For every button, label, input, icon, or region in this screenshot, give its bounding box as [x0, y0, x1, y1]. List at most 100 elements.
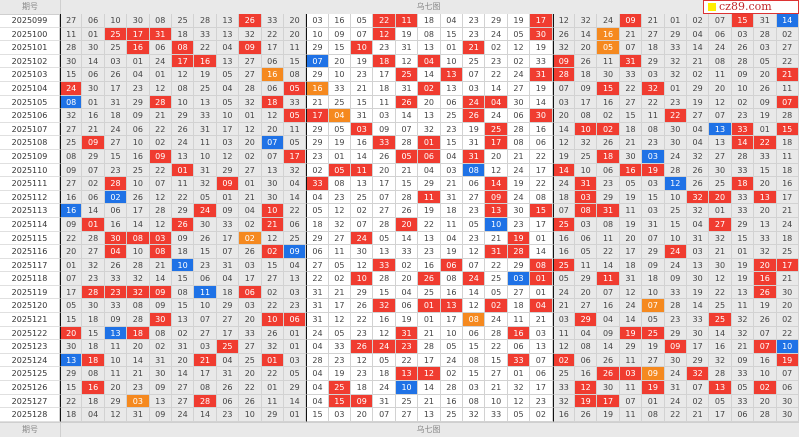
number-cell: 33	[104, 272, 128, 286]
number-cell: 23	[127, 81, 150, 96]
number-cell: 17	[686, 340, 710, 354]
number-cell: 15	[194, 245, 217, 259]
number-cell: 04	[418, 163, 441, 178]
number-cell: 04	[216, 41, 240, 55]
number-cell: 28	[440, 381, 464, 395]
table-row: 2025106 32 16 18 09 21 29 33 10 01 12 05 17 04 31 03 14 1…	[0, 109, 799, 123]
highlighted-number-cell: 02	[597, 122, 620, 137]
highlighted-number-cell: 25	[216, 340, 240, 354]
highlighted-number-cell: 30	[530, 109, 553, 123]
table-row: 2025111 27 02 28 10 07 11 32 09 01 30 04 33 08 13 17 15 2…	[0, 177, 799, 191]
number-cell: 33	[754, 231, 777, 246]
number-cell: 06	[574, 353, 598, 368]
period-cell: 2025114	[0, 217, 60, 232]
period-cell: 2025103	[0, 68, 60, 82]
number-cell: 31	[395, 41, 419, 55]
number-cell: 29	[507, 258, 531, 273]
table-row: 2025101 28 30 25 16 06 08 22 04 09 17 11 29 15 10 23 31 1…	[0, 41, 799, 55]
number-cell: 24	[709, 41, 732, 55]
number-cell: 33	[686, 313, 710, 327]
highlighted-number-cell: 31	[149, 27, 172, 42]
number-cell: 29	[216, 163, 240, 178]
number-cell: 19	[619, 217, 643, 232]
number-cell: 21	[776, 204, 799, 218]
number-cell: 21	[507, 149, 531, 164]
number-cell: 32	[574, 136, 598, 150]
number-cell: 13	[194, 95, 217, 110]
number-cell: 03	[530, 326, 553, 341]
number-cell: 05	[709, 394, 732, 409]
highlighted-number-cell: 14	[552, 163, 575, 178]
number-cell: 01	[440, 41, 464, 55]
number-cell: 09	[597, 326, 620, 341]
table-row: 2025128 18 04 12 31 09 24 14 23 10 29 01 15 03 20 07 27 1…	[0, 408, 799, 422]
number-cell: 10	[239, 408, 262, 422]
number-cell: 12	[261, 231, 284, 246]
number-cell: 25	[104, 41, 128, 55]
site-logo[interactable]: cz89.com	[703, 0, 799, 14]
number-cell: 01	[731, 245, 755, 259]
number-cell: 19	[686, 285, 710, 300]
number-cell: 08	[171, 81, 195, 96]
highlighted-number-cell: 07	[642, 299, 665, 314]
number-cell: 26	[731, 41, 755, 55]
number-cell: 08	[149, 326, 172, 341]
number-cell: 11	[597, 54, 620, 69]
number-cell: 22	[351, 313, 374, 327]
number-cell: 07	[395, 122, 419, 137]
number-cell: 17	[216, 326, 240, 341]
period-cell: 2025122	[0, 326, 60, 341]
number-cell: 10	[127, 177, 150, 191]
number-cell: 26	[373, 149, 396, 164]
number-cell: 29	[418, 177, 441, 191]
number-cell: 02	[328, 272, 352, 286]
number-cell: 31	[754, 14, 777, 28]
number-cell: 06	[530, 367, 553, 382]
number-cell: 15	[440, 136, 464, 150]
highlighted-number-cell: 29	[574, 313, 598, 327]
highlighted-number-cell: 06	[239, 285, 262, 300]
highlighted-number-cell: 13	[440, 299, 464, 314]
number-cell: 26	[552, 27, 575, 42]
highlighted-number-cell: 17	[530, 14, 553, 28]
highlighted-number-cell: 22	[373, 14, 396, 28]
number-cell: 03	[373, 109, 396, 123]
highlighted-number-cell: 17	[485, 136, 508, 150]
highlighted-number-cell: 32	[127, 285, 150, 300]
number-cell: 22	[306, 272, 329, 286]
number-cell: 20	[754, 394, 777, 409]
number-cell: 07	[60, 272, 83, 286]
number-cell: 09	[642, 258, 665, 273]
number-cell: 27	[574, 299, 598, 314]
period-cell: 2025120	[0, 299, 60, 314]
number-cell: 23	[351, 326, 374, 341]
highlighted-number-cell: 09	[283, 245, 307, 259]
number-cell: 16	[440, 394, 464, 409]
number-cell: 14	[82, 54, 105, 69]
number-cell: 04	[686, 217, 710, 232]
number-cell: 33	[731, 367, 755, 382]
number-cell: 11	[776, 81, 799, 96]
number-cell: 15	[60, 381, 83, 395]
number-cell: 19	[530, 81, 553, 96]
number-cell: 15	[60, 68, 83, 82]
number-cell: 17	[530, 217, 553, 232]
number-cell: 15	[731, 231, 755, 246]
number-cell: 07	[463, 258, 486, 273]
number-cell: 04	[574, 326, 598, 341]
number-cell: 25	[328, 95, 352, 110]
number-cell: 32	[574, 14, 598, 28]
number-cell: 01	[530, 285, 553, 300]
number-cell: 10	[664, 190, 687, 205]
number-cell: 32	[754, 245, 777, 259]
table-row: 2025118 07 23 33 32 14 15 06 04 17 27 13 22 02 10 28 20 2…	[0, 272, 799, 286]
number-cell: 21	[686, 54, 710, 69]
number-cell: 21	[239, 190, 262, 205]
number-cell: 06	[463, 177, 486, 191]
number-cell: 30	[149, 367, 172, 382]
number-cell: 09	[373, 122, 396, 137]
number-cell: 23	[664, 313, 687, 327]
number-cell: 08	[597, 217, 620, 232]
highlighted-number-cell: 16	[306, 81, 329, 96]
number-cell: 21	[776, 272, 799, 286]
